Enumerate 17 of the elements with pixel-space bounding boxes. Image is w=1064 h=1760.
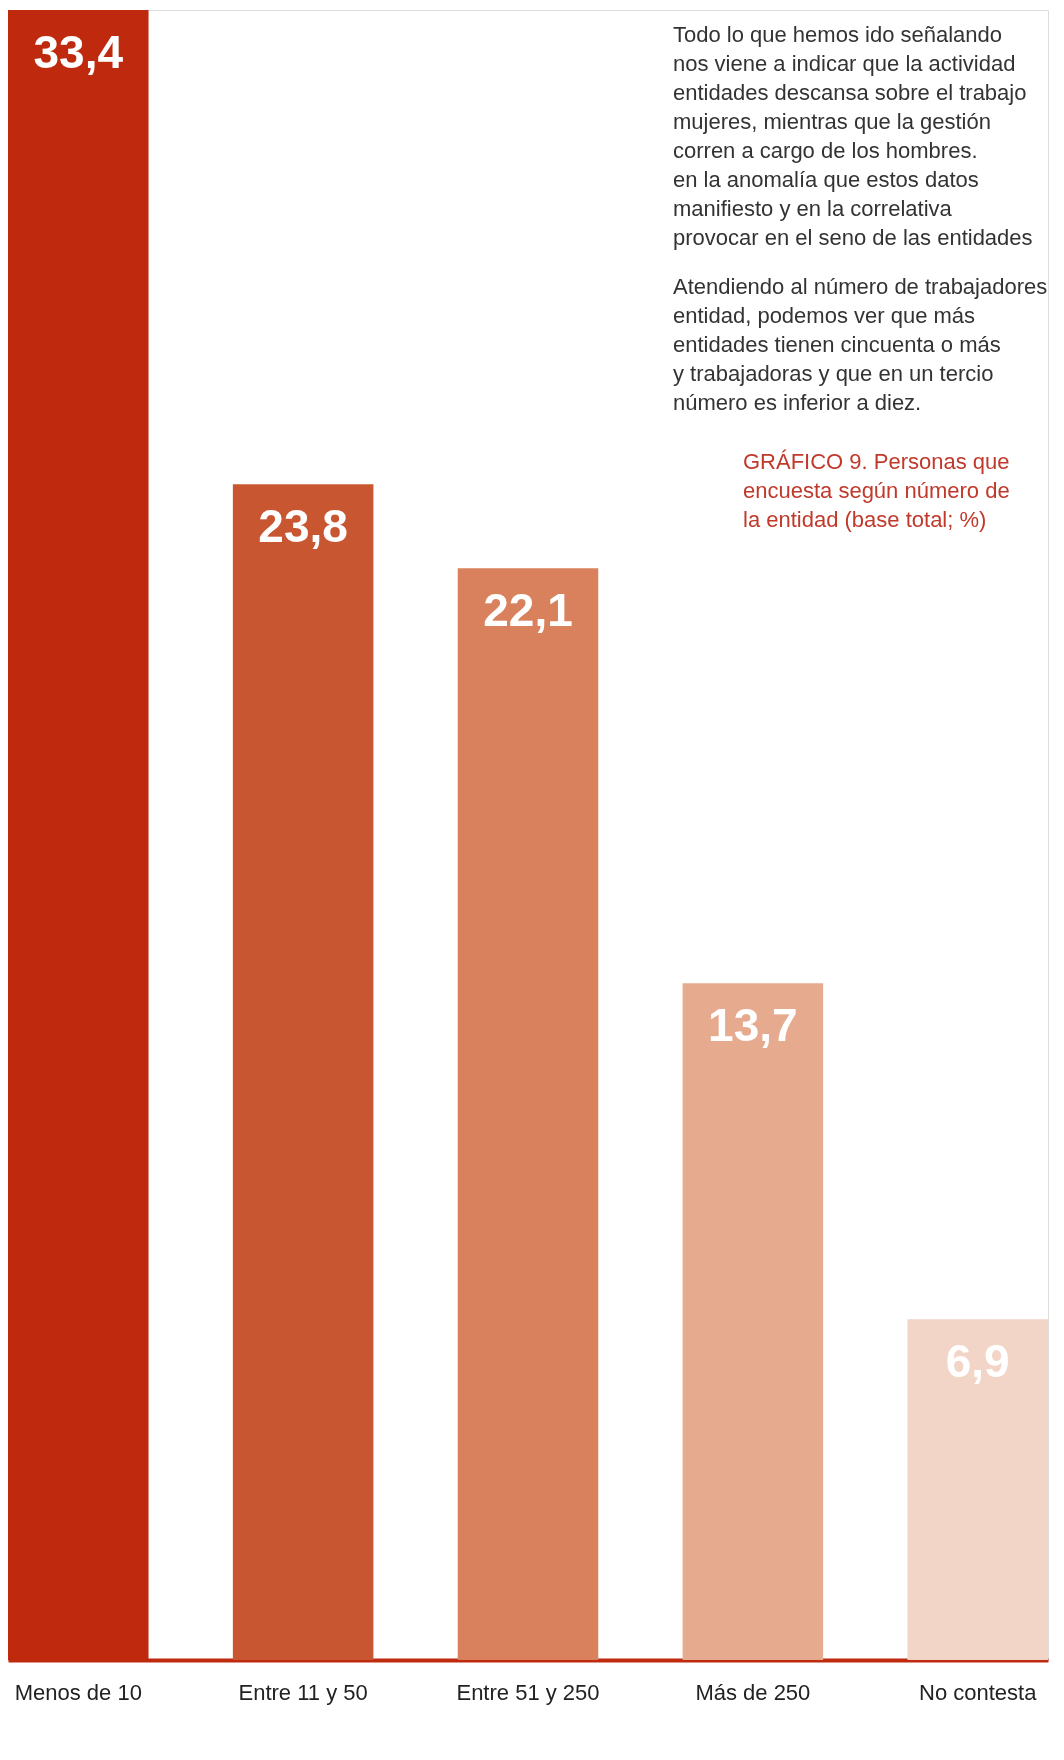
bar	[457, 568, 599, 1660]
x-tick-label: Entre 51 y 250	[456, 1679, 600, 1705]
bar	[682, 983, 824, 1660]
bar	[232, 484, 374, 1660]
annotation: Todo lo que hemos ido señalando nos viene a indicar que la actividad entidades descansa sobre el trabajo mujeres, mientras que la gestión corren a cargo de los hombres. en la anomalía que estos datos manifiesto y en la correlativa provocar en el seno de las entidades	[673, 22, 1033, 250]
data-label: 23,8	[258, 500, 348, 553]
bar	[907, 1319, 1048, 1660]
x-tick-label: No contesta	[919, 1679, 1038, 1705]
data-label: 13,7	[708, 999, 798, 1052]
data-label: 22,1	[483, 584, 573, 637]
annotation: Atendiendo al número de trabajadores entidad, podemos ver que más entidades tienen cincuenta o más y trabajadoras y que en un tercio número es inferior a diez.	[673, 274, 1048, 415]
x-tick-label: Más de 250	[695, 1679, 811, 1705]
data-label: 6,9	[945, 1335, 1010, 1388]
text: GRÁFICO 9. Personas que encuesta según número de la entidad (base total; %)	[743, 449, 1010, 532]
x-tick-label: Menos de 10	[14, 1679, 142, 1705]
data-label: 33,4	[33, 26, 124, 78]
x-tick-label: Entre 11 y 50	[238, 1679, 368, 1705]
